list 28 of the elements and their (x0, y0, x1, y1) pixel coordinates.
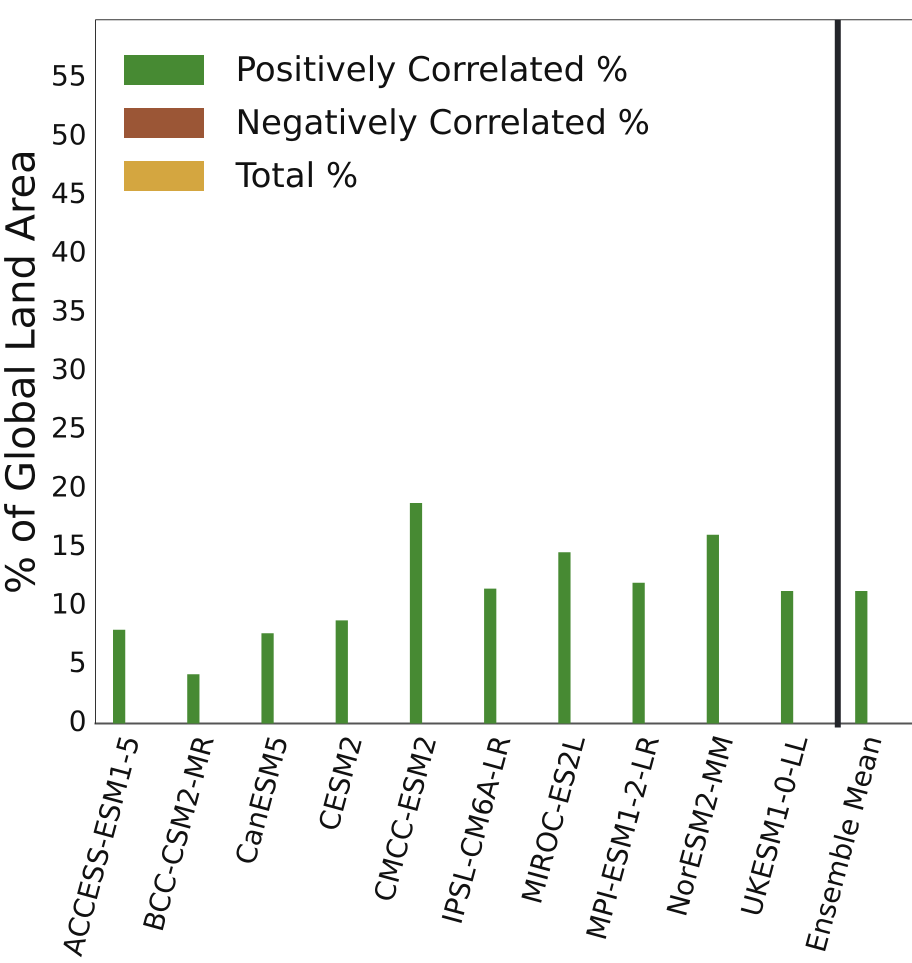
bar (780, 591, 794, 724)
y-tick-label: 40 (50, 236, 87, 269)
y-tick-label: 35 (50, 294, 87, 328)
x-tick-label: CESM2 (312, 732, 370, 834)
y-tick-label: 15 (50, 528, 87, 562)
bar (113, 630, 126, 724)
legend-label: Total % (236, 156, 358, 196)
bar (336, 620, 348, 724)
y-axis-title: % of Global Land Area (0, 149, 44, 594)
legend-label: Positively Correlated % (236, 50, 628, 90)
y-tick-label: 0 (68, 704, 87, 738)
y-tick-label: 45 (50, 177, 87, 210)
bar (187, 674, 200, 724)
y-tick-label: 20 (50, 470, 87, 504)
y-tick-label: 30 (50, 352, 87, 386)
y-tick-label: 55 (50, 60, 87, 93)
bar (261, 633, 274, 724)
bar (558, 552, 571, 724)
bar (855, 591, 868, 724)
legend-label: Negatively Correlated % (236, 103, 650, 144)
bar (484, 588, 496, 724)
y-tick-label: 5 (68, 646, 87, 680)
bar (410, 503, 422, 724)
y-tick-label: 25 (50, 412, 87, 445)
y-tick-label: 50 (50, 118, 87, 152)
bar (632, 582, 645, 724)
y-tick-label: 10 (50, 588, 87, 621)
bar (706, 534, 719, 724)
